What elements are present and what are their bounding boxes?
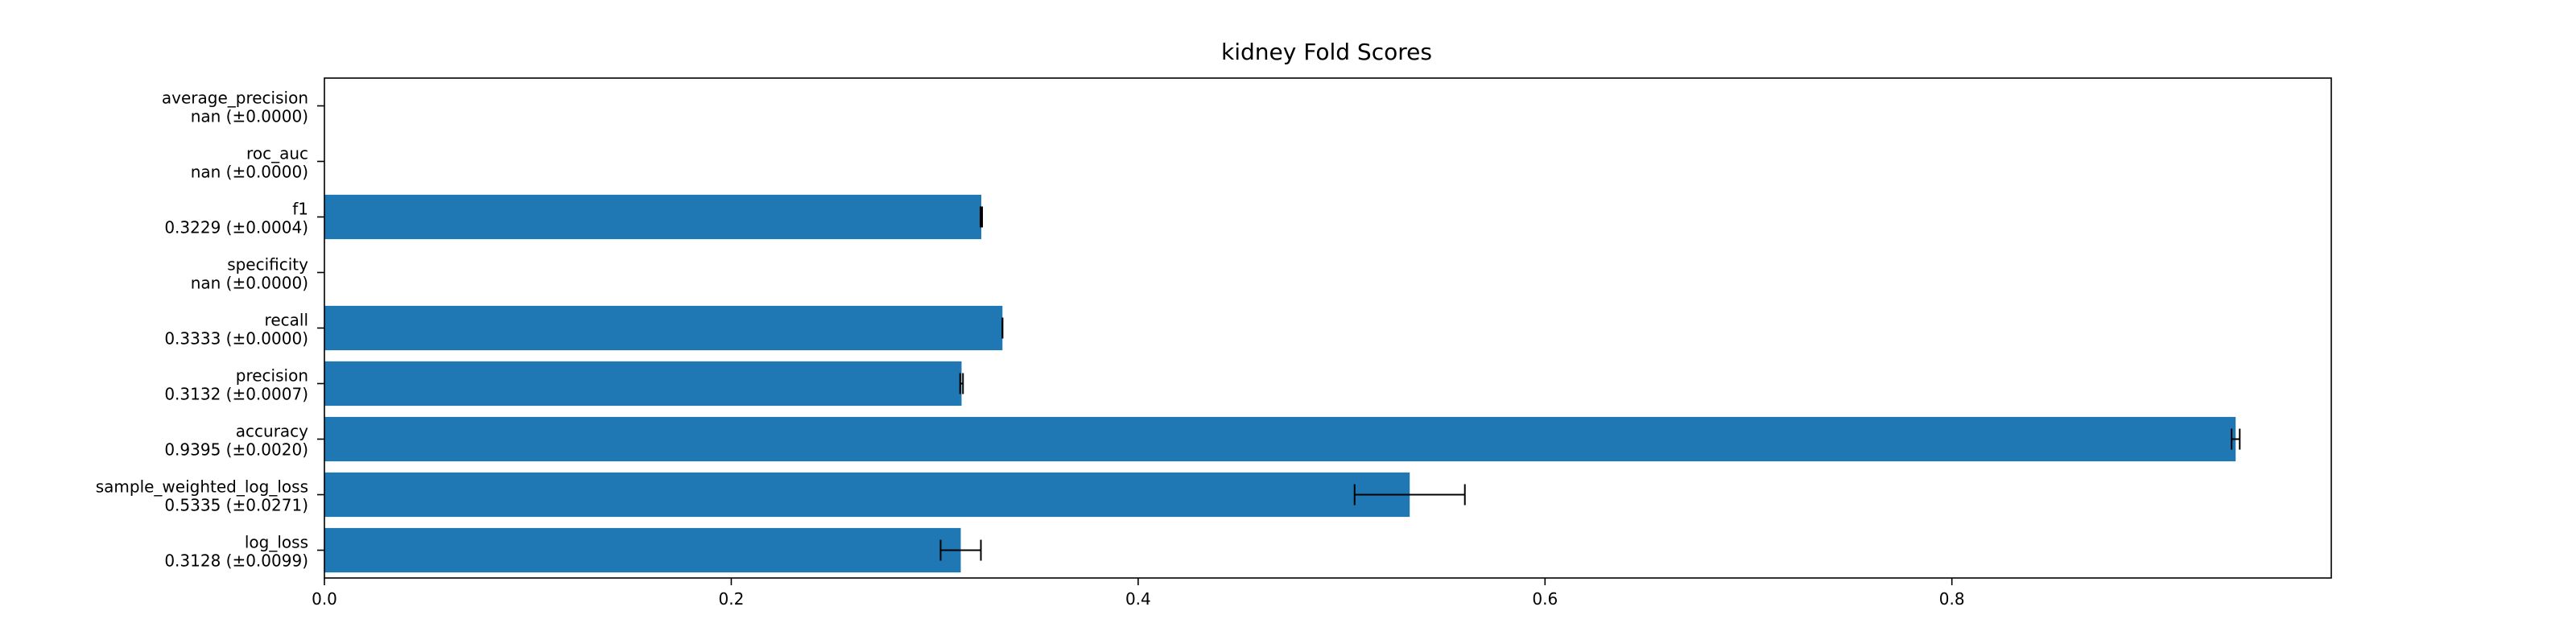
y-tick-value-sample_weighted_log_loss: 0.5335 (±0.0271) (164, 496, 308, 515)
x-axis-ticks: 0.0 0.2 0.4 0.6 0.8 (312, 578, 1965, 609)
bar-recall (324, 305, 1003, 351)
errorbar-precision (959, 373, 964, 394)
x-tick-label-0.8: 0.8 (1939, 589, 1965, 609)
y-tick-value-roc_auc: nan (±0.0000) (191, 163, 308, 182)
y-tick-label-sample_weighted_log_loss: sample_weighted_log_loss (96, 477, 308, 497)
bar-log_loss (324, 527, 961, 573)
bars-layer (324, 194, 2236, 573)
errorbars-layer (939, 206, 2241, 561)
x-tick-label-0.2: 0.2 (719, 589, 745, 609)
y-tick-label-precision: precision (236, 366, 308, 386)
bar-f1 (324, 194, 982, 240)
y-tick-label-f1: f1 (292, 200, 308, 219)
y-tick-label-roc_auc: roc_auc (246, 144, 308, 163)
y-tick-label-average_precision: average_precision (162, 89, 308, 108)
y-tick-value-specificity: nan (±0.0000) (191, 274, 308, 293)
plot-area-frame (324, 77, 2332, 579)
y-tick-value-average_precision: nan (±0.0000) (191, 107, 308, 126)
bar-precision (324, 361, 962, 407)
y-tick-label-accuracy: accuracy (236, 422, 308, 441)
y-tick-label-recall: recall (265, 311, 308, 330)
errorbar-sample_weighted_log_loss (1353, 484, 1466, 506)
errorbar-accuracy (2231, 428, 2241, 450)
y-tick-label-specificity: specificity (227, 255, 308, 275)
x-tick-label-0.6: 0.6 (1532, 589, 1558, 609)
y-tick-value-log_loss: 0.3128 (±0.0099) (164, 551, 308, 571)
y-tick-value-accuracy: 0.9395 (±0.0020) (164, 440, 308, 460)
y-tick-value-f1: 0.3229 (±0.0004) (164, 218, 308, 237)
y-tick-value-precision: 0.3132 (±0.0007) (164, 385, 308, 404)
bar-accuracy (324, 416, 2236, 462)
y-tick-value-recall: 0.3333 (±0.0000) (164, 329, 308, 349)
errorbar-log_loss (939, 539, 982, 561)
x-tick-label-0.4: 0.4 (1125, 589, 1151, 609)
y-tick-label-log_loss: log_loss (245, 533, 308, 552)
bar-sample_weighted_log_loss (324, 472, 1410, 518)
errorbar-f1 (979, 206, 984, 228)
chart-title: kidney Fold Scores (1221, 39, 1432, 65)
x-tick-label-0.0: 0.0 (312, 589, 337, 609)
